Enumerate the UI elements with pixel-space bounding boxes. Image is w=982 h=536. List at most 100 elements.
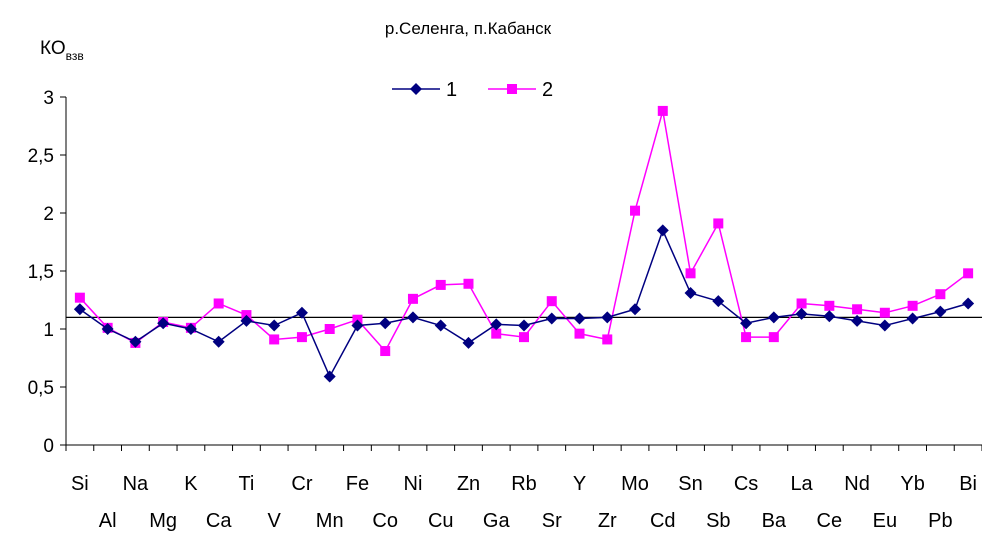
data-point [823, 310, 836, 323]
data-point [213, 298, 224, 309]
x-tick-label: Co [372, 510, 398, 532]
data-point [351, 319, 364, 332]
x-tick-label: Ga [483, 510, 511, 532]
y-axis-label: КОвзв [40, 38, 84, 63]
data-point [740, 317, 753, 330]
series-layer [66, 105, 982, 383]
x-tick-label: Eu [873, 510, 897, 532]
x-tick-label: Zr [598, 510, 617, 532]
x-tick-label: Pb [928, 510, 952, 532]
data-point [269, 334, 280, 345]
x-tick-label: Nd [844, 473, 870, 495]
y-axis-label-main: КО [40, 38, 66, 59]
data-point [879, 307, 890, 318]
data-point [518, 319, 530, 332]
x-tick-label: Cu [428, 510, 454, 532]
data-point [935, 289, 946, 300]
y-tick-label: 1,5 [28, 262, 54, 283]
x-tick-label: Mg [149, 510, 177, 532]
chart-title: р.Селенга, п.Кабанск [385, 19, 552, 38]
data-point [101, 323, 114, 335]
x-tick-label: Bi [959, 473, 977, 495]
legend-label: 2 [542, 79, 553, 101]
data-point [907, 300, 918, 311]
data-point [184, 323, 197, 335]
data-point [657, 105, 668, 116]
data-point [73, 303, 86, 316]
y-tick-label: 2 [43, 204, 54, 225]
y-tick-label: 1 [43, 320, 54, 341]
data-point [824, 300, 835, 311]
y-tick-label: 2,5 [28, 146, 54, 167]
y-tick-label: 0,5 [28, 378, 54, 399]
x-tick-label: Ca [206, 510, 232, 532]
data-point [713, 218, 724, 229]
data-point [963, 268, 974, 279]
legend-marker [507, 84, 517, 94]
data-point [768, 332, 779, 343]
x-tick-label: Sb [706, 510, 730, 532]
x-tick-label: Sr [542, 510, 562, 532]
data-point [323, 370, 336, 383]
x-tick-label: Mn [316, 510, 344, 532]
data-point [796, 298, 807, 309]
data-point [519, 332, 529, 343]
x-tick-label: Zn [457, 473, 480, 495]
x-tick-label: Fe [346, 473, 369, 495]
data-point [406, 311, 419, 324]
data-point [574, 328, 585, 339]
data-point [491, 328, 502, 339]
data-point [462, 336, 475, 349]
data-point [379, 317, 392, 330]
data-point [212, 335, 225, 348]
series-line-2 [79, 110, 969, 353]
x-tick-label: Mo [621, 473, 649, 495]
data-point [934, 305, 947, 318]
x-tick-label: Y [573, 473, 586, 495]
data-point [878, 319, 891, 332]
data-point [268, 319, 281, 332]
data-point [656, 224, 669, 237]
data-point [601, 311, 614, 324]
data-point [851, 314, 864, 327]
data-point [490, 318, 503, 331]
data-point [434, 319, 447, 332]
x-axis: SiAlNaMgKCaTiVCrMnFeCoNiCuZnGaRbSrYZrMoC… [65, 444, 982, 532]
data-point [74, 292, 85, 303]
data-point [684, 287, 697, 300]
data-point [767, 311, 780, 324]
data-point [435, 279, 446, 290]
data-point [157, 317, 170, 330]
x-tick-label: K [184, 473, 198, 495]
x-tick-label: Cr [291, 473, 312, 495]
data-point [795, 307, 808, 320]
x-tick-label: Ti [238, 473, 254, 495]
data-point [741, 332, 752, 343]
data-point [573, 312, 586, 325]
x-tick-label: Ce [817, 510, 843, 532]
data-point [545, 312, 558, 325]
x-tick-label: Cs [734, 473, 758, 495]
data-point [296, 332, 307, 343]
y-tick-label: 3 [43, 88, 54, 109]
y-axis-label-subscript: взв [66, 49, 84, 63]
data-point [962, 297, 975, 310]
x-tick-label: Rb [511, 473, 537, 495]
data-point [240, 314, 253, 327]
x-tick-label: Si [71, 473, 89, 495]
series-line-1 [79, 228, 969, 379]
data-point [712, 295, 725, 308]
data-point [852, 304, 863, 315]
x-tick-label: Na [123, 473, 149, 495]
data-point [629, 303, 642, 316]
x-tick-label: Cd [650, 510, 676, 532]
data-point [685, 268, 696, 279]
data-point [324, 324, 335, 334]
legend-marker [410, 83, 422, 95]
x-tick-label: Al [99, 510, 117, 532]
y-axis: 0 0,5 1 1,5 2 2,5 3 [28, 88, 67, 457]
data-point [602, 334, 613, 345]
x-tick-label: La [790, 473, 813, 495]
x-tick-label: V [268, 510, 282, 532]
